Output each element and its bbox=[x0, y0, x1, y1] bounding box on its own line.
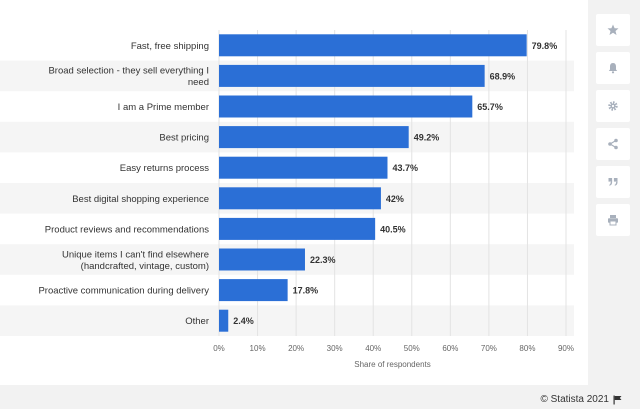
category-label-line: Product reviews and recommendations bbox=[45, 224, 209, 235]
notification-button[interactable] bbox=[596, 52, 630, 84]
category-label: Product reviews and recommendations bbox=[45, 224, 209, 235]
bar-chart: Fast, free shipping 79.8% Broad selection … bbox=[0, 30, 575, 369]
value-label: 22.3% bbox=[310, 255, 336, 265]
bar[interactable] bbox=[219, 126, 409, 149]
bell-icon bbox=[608, 63, 618, 74]
value-label: 40.5% bbox=[380, 224, 406, 234]
bar[interactable] bbox=[219, 64, 485, 87]
category-label-line: need bbox=[188, 77, 209, 88]
value-label: 49.2% bbox=[414, 133, 440, 143]
value-label: 42% bbox=[386, 194, 404, 204]
value-label: 68.9% bbox=[490, 71, 516, 81]
value-label: 2.4% bbox=[233, 316, 254, 326]
x-tick-label: 90% bbox=[558, 344, 574, 353]
category-label: Proactive communication during delivery bbox=[38, 286, 209, 297]
x-tick-label: 0% bbox=[213, 344, 225, 353]
bar[interactable] bbox=[219, 95, 473, 118]
value-label: 79.8% bbox=[532, 41, 558, 51]
x-tick-label: 70% bbox=[481, 344, 497, 353]
category-label-line: Easy returns process bbox=[120, 163, 209, 174]
category-label-line: Fast, free shipping bbox=[131, 41, 209, 52]
print-button[interactable] bbox=[596, 204, 630, 236]
category-label-line: Broad selection - they sell everything I bbox=[48, 66, 209, 77]
category-label-line: (handcrafted, vintage, custom) bbox=[81, 261, 209, 272]
bar[interactable] bbox=[219, 34, 527, 57]
category-label: Broad selection - they sell everything I… bbox=[48, 66, 209, 89]
bar[interactable] bbox=[219, 217, 376, 240]
gear-icon bbox=[608, 101, 618, 111]
sidebar-toolbar bbox=[596, 14, 630, 236]
x-tick-label: 40% bbox=[365, 344, 381, 353]
category-label: Best pricing bbox=[159, 133, 209, 144]
bar[interactable] bbox=[219, 279, 288, 302]
category-label: Unique items I can't find elsewhere (hand… bbox=[62, 249, 209, 272]
category-label-line: Proactive communication during delivery bbox=[38, 286, 209, 297]
star-icon bbox=[607, 24, 619, 35]
credit: © Statista 2021 bbox=[540, 394, 622, 405]
category-label-line: Unique items I can't find elsewhere bbox=[62, 249, 209, 260]
share-icon bbox=[608, 138, 618, 150]
x-tick-label: 20% bbox=[288, 344, 304, 353]
value-label: 65.7% bbox=[477, 102, 503, 112]
bar[interactable] bbox=[219, 187, 381, 210]
category-label-line: Best pricing bbox=[159, 133, 209, 144]
category-label: Fast, free shipping bbox=[131, 41, 209, 52]
category-label: Easy returns process bbox=[120, 163, 209, 174]
x-tick-label: 10% bbox=[250, 344, 266, 353]
x-tick-label: 30% bbox=[327, 344, 343, 353]
chart-card: Fast, free shipping 79.8% Broad selection … bbox=[0, 0, 588, 385]
value-label: 17.8% bbox=[293, 286, 319, 296]
x-tick-label: 50% bbox=[404, 344, 420, 353]
bar[interactable] bbox=[219, 309, 229, 332]
category-label-line: I am a Prime member bbox=[118, 102, 209, 113]
credit-text: © Statista 2021 bbox=[540, 394, 609, 405]
category-label-line: Other bbox=[185, 316, 209, 327]
flag-icon[interactable] bbox=[613, 395, 622, 405]
row-band bbox=[0, 305, 574, 336]
x-tick-label: 80% bbox=[519, 344, 535, 353]
settings-button[interactable] bbox=[596, 90, 630, 122]
category-label: I am a Prime member bbox=[118, 102, 209, 113]
favorite-button[interactable] bbox=[596, 14, 630, 46]
bar[interactable] bbox=[219, 156, 388, 179]
cite-button[interactable] bbox=[596, 166, 630, 198]
quote-icon bbox=[608, 178, 618, 186]
value-label: 43.7% bbox=[392, 163, 418, 173]
category-label-line: Best digital shopping experience bbox=[72, 194, 209, 205]
print-icon bbox=[608, 215, 618, 226]
category-label: Best digital shopping experience bbox=[72, 194, 209, 205]
category-label: Other bbox=[185, 316, 209, 327]
x-tick-label: 60% bbox=[442, 344, 458, 353]
x-axis-title: Share of respondents bbox=[354, 360, 431, 369]
bar[interactable] bbox=[219, 248, 305, 271]
share-button[interactable] bbox=[596, 128, 630, 160]
